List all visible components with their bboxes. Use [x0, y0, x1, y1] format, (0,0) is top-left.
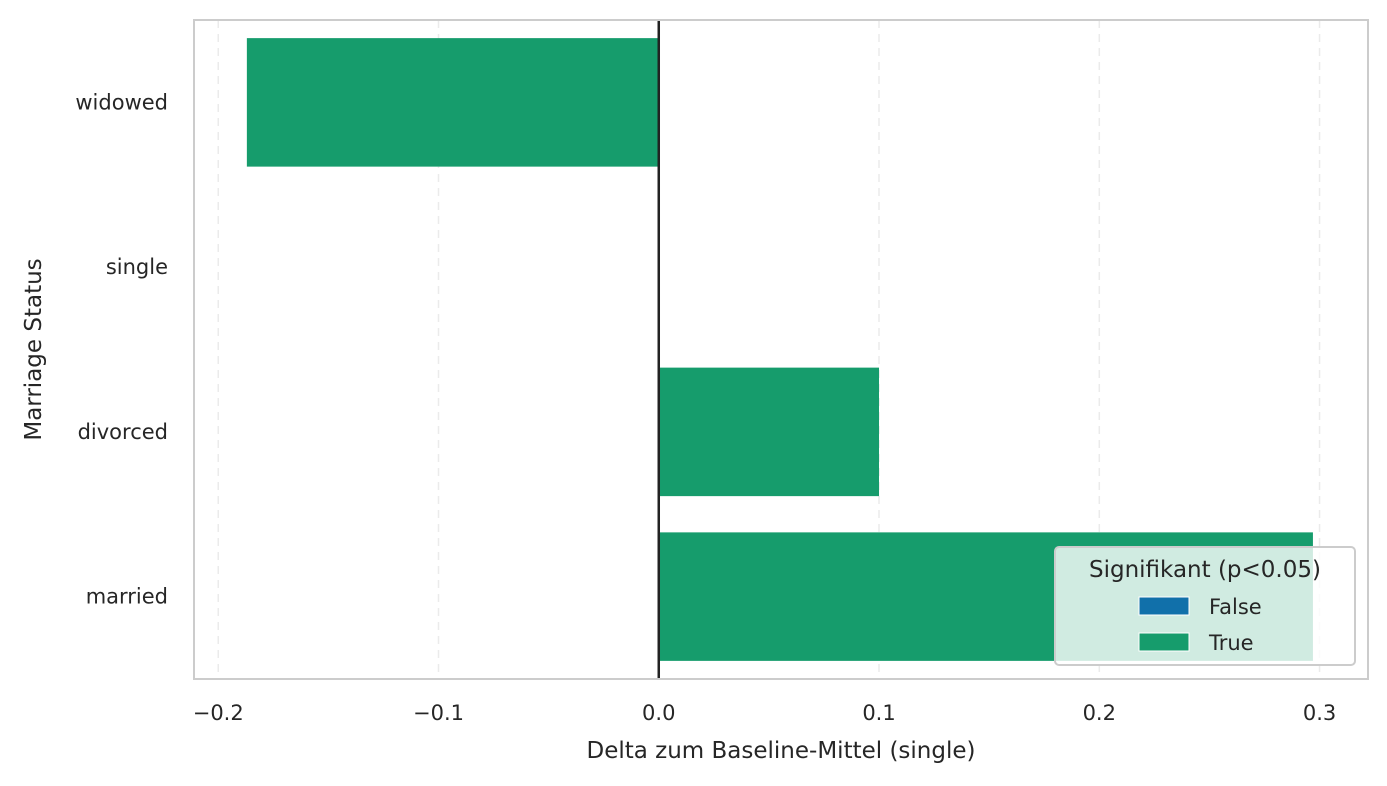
- legend-box: [1054, 546, 1356, 666]
- legend-entries: False True: [1138, 595, 1262, 655]
- x-tick-label-0: −0.2: [193, 701, 244, 725]
- x-tick-label-3: 0.1: [862, 701, 895, 725]
- legend: Signifikant (p<0.05) False True: [1054, 546, 1356, 666]
- legend-swatch-false: [1138, 596, 1190, 616]
- legend-swatch-true: [1138, 632, 1190, 652]
- x-tick-label-2: 0.0: [642, 701, 675, 725]
- bar-divorced: [658, 367, 880, 497]
- legend-label-false: False: [1209, 595, 1262, 619]
- y-tick-label-divorced: divorced: [78, 420, 168, 444]
- x-tick-label-5: 0.3: [1303, 701, 1336, 725]
- y-tick-label-single: single: [106, 255, 168, 279]
- x-axis-label: Delta zum Baseline-Mittel (single): [586, 738, 975, 764]
- legend-label-true: True: [1208, 631, 1254, 655]
- y-tick-label-married: married: [86, 585, 168, 609]
- x-tick-label-4: 0.2: [1083, 701, 1116, 725]
- x-tick-label-1: −0.1: [413, 701, 464, 725]
- legend-title: Signifikant (p<0.05): [1089, 557, 1321, 583]
- y-ticks: widowed single divorced married: [75, 90, 168, 608]
- plot-frame: [193, 19, 1369, 680]
- y-tick-label-widowed: widowed: [75, 90, 168, 114]
- x-ticks: −0.2 −0.1 0.0 0.1 0.2 0.3: [193, 701, 1337, 725]
- y-axis-label: Marriage Status: [21, 258, 47, 440]
- bar-widowed: [246, 38, 659, 167]
